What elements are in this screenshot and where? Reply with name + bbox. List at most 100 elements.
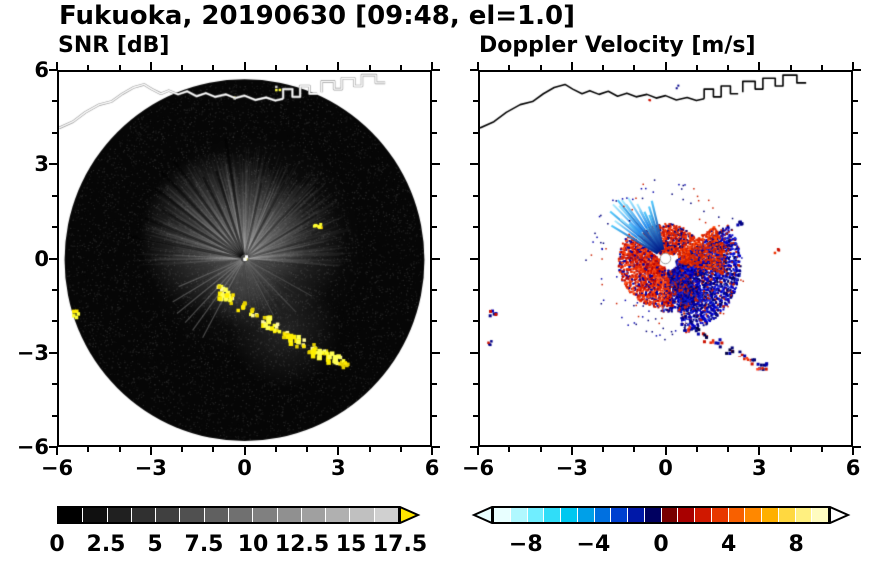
axis-tick	[49, 351, 57, 354]
axis-tick	[432, 226, 437, 229]
axis-tick	[852, 62, 854, 70]
axis-tick	[539, 447, 542, 452]
colorbar-tick-label: 0	[49, 532, 65, 557]
axis-tick	[368, 447, 371, 452]
snr-colorbar	[57, 506, 400, 524]
colorbar-segment	[728, 508, 746, 522]
x-tick-label: 0	[658, 456, 673, 480]
axis-tick	[853, 257, 861, 260]
axis-tick	[727, 447, 729, 452]
axis-tick	[432, 351, 440, 354]
colorbar-segment	[59, 508, 84, 522]
colorbar-segment	[762, 508, 779, 522]
y-tick-label: −6	[16, 435, 49, 459]
colorbar-segment	[83, 508, 108, 522]
axis-tick	[853, 383, 858, 386]
x-tick-label: 0	[237, 456, 252, 480]
y-tick-label: 3	[34, 152, 49, 177]
axis-tick	[853, 446, 861, 448]
axis-tick	[432, 131, 437, 134]
axis-tick	[432, 163, 440, 166]
snr-plot-canvas	[59, 72, 430, 445]
axis-tick	[664, 62, 667, 70]
snr-subtitle: SNR [dB]	[58, 33, 170, 58]
snr-plot	[57, 70, 432, 447]
axis-tick	[432, 288, 437, 291]
axis-tick	[431, 62, 433, 70]
colorbar-segment	[107, 508, 132, 522]
colorbar-tick-label: 5	[147, 532, 163, 557]
axis-tick	[243, 62, 246, 70]
axis-tick	[570, 447, 573, 455]
colorbar-segment	[204, 508, 229, 522]
axis-tick	[853, 100, 858, 103]
axis-tick	[49, 446, 57, 448]
colorbar-segment	[611, 508, 628, 522]
colorbar-segment	[577, 508, 595, 522]
axis-tick	[432, 194, 437, 197]
colorbar-tick-label: −8	[508, 532, 543, 557]
axis-tick	[149, 62, 152, 70]
x-tick-label: −3	[134, 456, 167, 480]
axis-tick	[306, 447, 308, 452]
doppler-plot	[478, 70, 853, 447]
colorbar-segment	[695, 508, 712, 522]
colorbar-segment	[561, 508, 578, 522]
colorbar-segment	[795, 508, 813, 522]
x-tick-label: −6	[40, 456, 74, 480]
colorbar-segment	[131, 508, 157, 522]
colorbar-tick-label: 12.5	[274, 532, 330, 557]
axis-tick	[695, 447, 698, 452]
axis-tick	[477, 447, 479, 455]
axis-tick	[431, 447, 433, 455]
axis-tick	[118, 447, 121, 452]
axis-tick	[853, 288, 858, 291]
x-tick-label: −3	[555, 456, 588, 480]
colorbar-segment	[778, 508, 796, 522]
x-tick-label: 6	[424, 456, 440, 480]
axis-tick	[337, 447, 340, 455]
axis-tick	[664, 447, 667, 455]
axis-tick	[470, 163, 478, 166]
colorbar-tick-label: 4	[720, 532, 737, 557]
axis-tick	[853, 163, 861, 166]
colorbar-segment	[644, 508, 662, 522]
colorbar-segment	[350, 508, 375, 522]
axis-tick	[149, 447, 152, 455]
colorbar-tick-label: 0	[653, 532, 669, 557]
axis-tick	[432, 320, 437, 323]
colorbar-tick-label: 7.5	[184, 532, 224, 557]
axis-tick	[56, 62, 58, 70]
axis-tick	[853, 69, 861, 71]
axis-tick	[181, 447, 183, 452]
colorbar-segment	[544, 508, 561, 522]
axis-tick	[212, 447, 215, 452]
axis-tick	[853, 351, 861, 354]
axis-tick	[477, 62, 479, 70]
axis-tick	[274, 447, 277, 452]
axis-tick	[432, 69, 440, 71]
axis-tick	[853, 194, 858, 197]
doppler-plot-canvas	[480, 72, 851, 445]
colorbar-segment	[628, 508, 645, 522]
colorbar-segment	[374, 508, 398, 522]
y-tick-label: 0	[34, 246, 49, 271]
colorbar-segment	[594, 508, 612, 522]
doppler-subtitle: Doppler Velocity [m/s]	[479, 33, 756, 58]
axis-tick	[853, 320, 858, 323]
y-tick-label: −3	[16, 340, 49, 365]
figure-title: Fukuoka, 20190630 [09:48, el=1.0]	[59, 1, 576, 31]
colorbar-segment	[253, 508, 278, 522]
colorbar-segment	[180, 508, 205, 522]
axis-tick	[758, 447, 761, 455]
axis-tick	[87, 447, 90, 452]
axis-tick	[633, 447, 636, 452]
axis-tick	[853, 226, 858, 229]
axis-tick	[470, 69, 478, 71]
axis-tick	[432, 446, 440, 448]
axis-tick	[758, 62, 761, 70]
axis-tick	[243, 447, 246, 455]
colorbar-segment	[678, 508, 695, 522]
colorbar-segment	[494, 508, 511, 522]
